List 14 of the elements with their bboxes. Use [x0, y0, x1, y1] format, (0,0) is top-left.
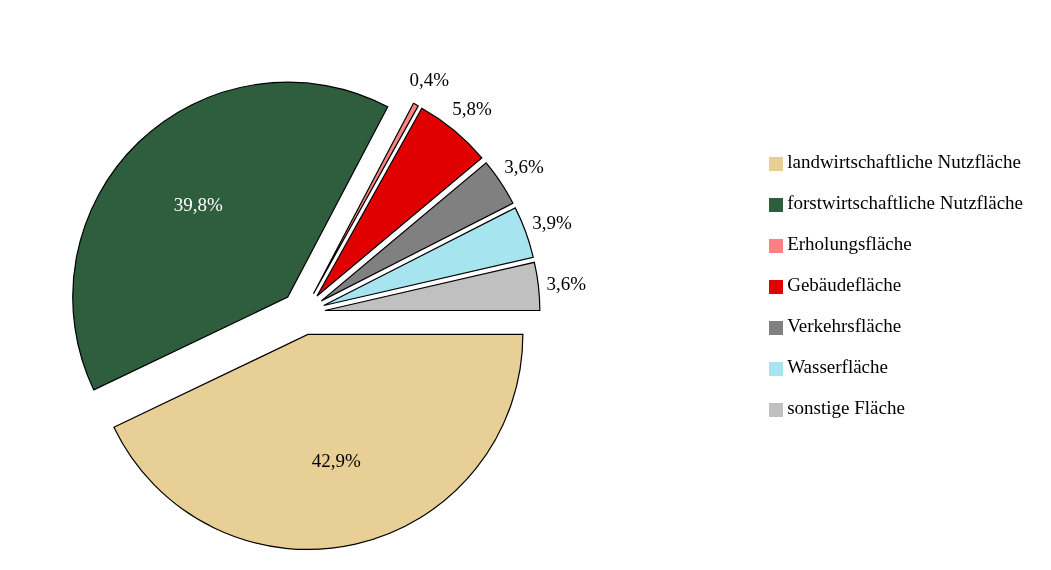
legend-label: Gebäudefläche [787, 273, 902, 295]
data-label: 5,8% [452, 98, 492, 120]
legend-label: Wasserfläche [787, 355, 888, 377]
data-label: 3,6% [546, 272, 587, 294]
data-label: 3,9% [532, 211, 573, 233]
legend-label: landwirtschaftliche Nutzfläche [787, 150, 1021, 172]
data-label: 0,4% [409, 69, 450, 91]
data-label: 42,9% [311, 449, 362, 471]
legend-label: sonstige Fläche [787, 396, 905, 418]
data-label: 3,6% [504, 156, 544, 178]
data-label: 39,8% [173, 193, 223, 215]
legend-label: forstwirtschaftliche Nutzfläche [787, 191, 1023, 213]
legend-label: Erholungsfläche [787, 232, 912, 254]
legend-label: Verkehrsfläche [787, 314, 902, 336]
